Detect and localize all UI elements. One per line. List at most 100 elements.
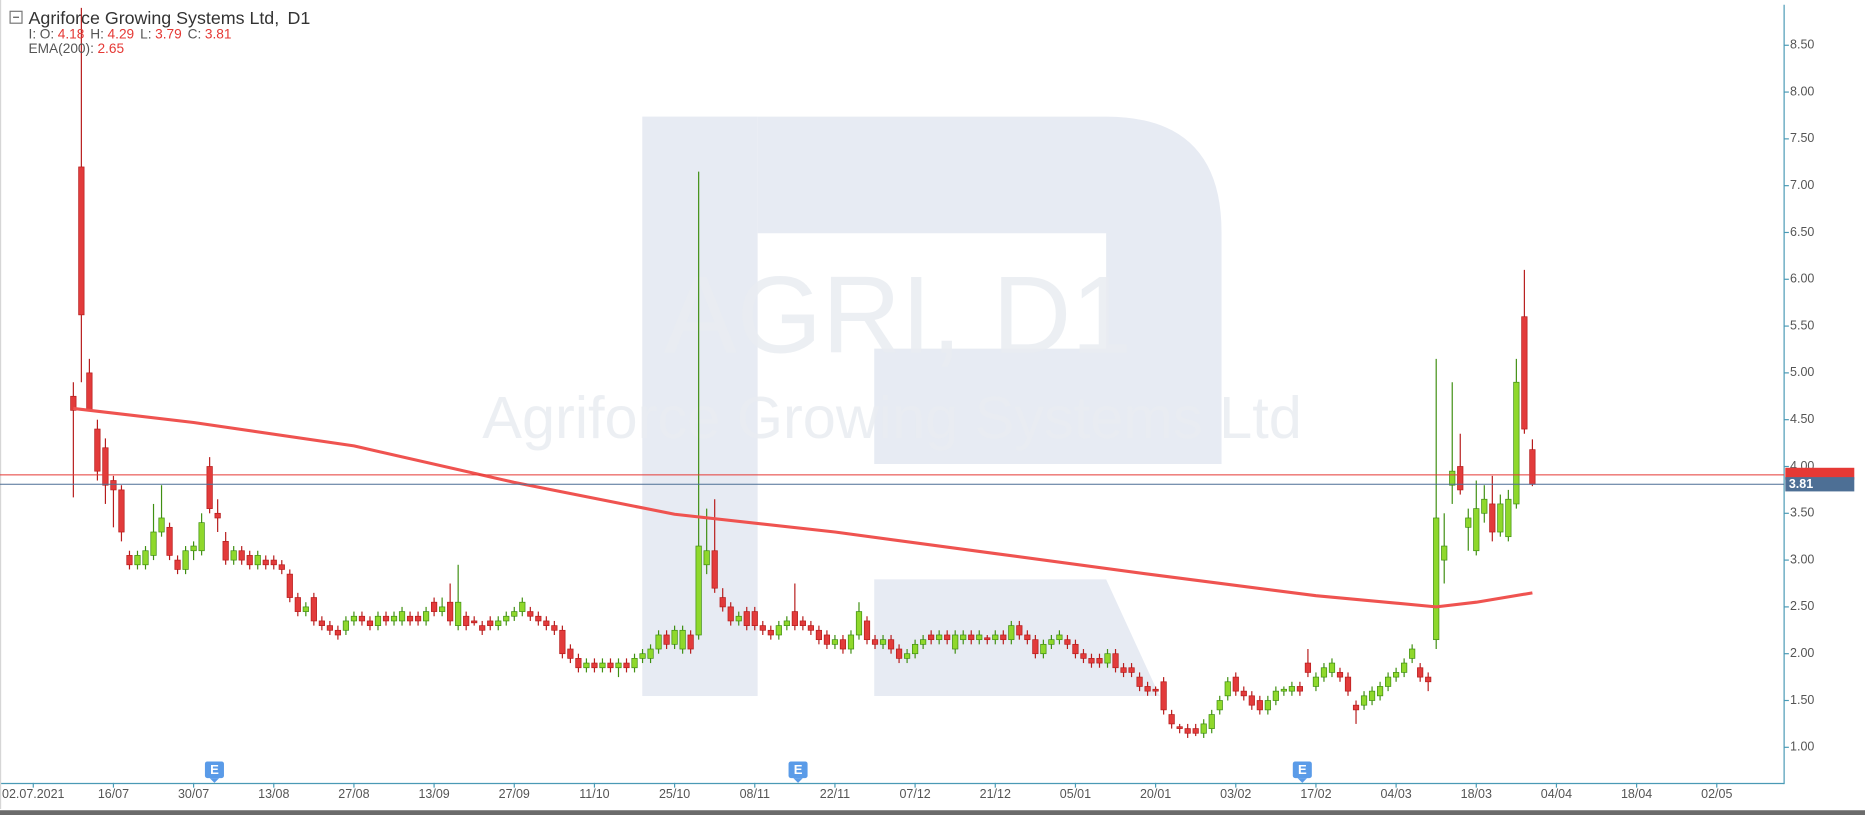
candle-body	[944, 634, 951, 641]
y-tick-label: 1.50	[1790, 693, 1814, 707]
ema-line	[73, 406, 1533, 609]
candle-body	[703, 550, 710, 566]
x-tick-label: 18/03	[1461, 787, 1492, 801]
candle-body	[823, 634, 831, 645]
candle-body	[567, 648, 574, 659]
candle-body	[655, 634, 662, 650]
ask-marker	[1785, 467, 1855, 480]
candle-body	[519, 601, 526, 612]
candle-body	[1288, 686, 1295, 692]
candle-body	[1417, 667, 1424, 678]
candle-body	[1104, 653, 1111, 664]
watermark-symbol: AGRI, D1	[664, 255, 1132, 377]
candle-body	[1481, 498, 1488, 514]
candle-body	[727, 606, 734, 622]
candle-body	[198, 522, 205, 552]
candle-body	[326, 625, 333, 631]
candle-body	[879, 639, 887, 645]
candle-body	[831, 639, 839, 645]
x-tick-label: 02/05	[1701, 787, 1732, 801]
candle-body	[350, 615, 358, 622]
ohlc-value: 3.79	[155, 26, 182, 41]
y-tick-label: 4.50	[1790, 412, 1814, 426]
candle-body	[1016, 625, 1023, 636]
y-tick-label: 1.00	[1790, 740, 1814, 754]
candle-body	[815, 629, 822, 641]
candle-body	[887, 639, 895, 650]
candle-body	[110, 480, 117, 491]
candle-body	[134, 555, 141, 566]
candle-body	[70, 395, 77, 411]
candle-body	[1521, 316, 1528, 430]
candle-body	[1449, 470, 1456, 486]
logo-bowl	[757, 116, 1222, 465]
candle-body	[783, 620, 790, 626]
candle-body	[583, 662, 590, 669]
candle-body	[262, 559, 269, 566]
candle-body	[863, 620, 871, 641]
candle-body	[1336, 672, 1344, 678]
ohlc-label: O:	[40, 26, 54, 41]
price-marker	[1785, 477, 1855, 492]
candle-body	[719, 597, 726, 608]
event-pointer	[209, 778, 220, 783]
candle-body	[174, 559, 181, 570]
bottom-bar	[0, 810, 1865, 815]
plot-area	[70, 7, 1536, 738]
candle-body	[895, 648, 903, 659]
candle-body	[310, 597, 317, 622]
candle-body	[182, 550, 189, 570]
candle-body	[575, 658, 582, 669]
candle-body	[158, 517, 165, 533]
candle-body	[1112, 653, 1119, 669]
candle-body	[503, 615, 510, 622]
candle-body	[342, 620, 350, 631]
candle-body	[551, 625, 558, 631]
candle-body	[1192, 728, 1199, 734]
x-tick-label: 13/09	[418, 787, 449, 801]
x-tick-label: 27/09	[499, 787, 530, 801]
candle-body	[1008, 625, 1015, 641]
y-tick-label: 7.00	[1790, 178, 1814, 192]
candle-body	[414, 615, 422, 622]
watermark-logo	[642, 116, 1222, 697]
y-tick-label: 2.50	[1790, 599, 1814, 613]
candle-body	[1096, 658, 1103, 664]
candle-body	[86, 372, 93, 411]
event-label: E	[210, 762, 219, 777]
candle-body	[912, 643, 919, 655]
watermark-name: Agriforce Growing Systems Ltd	[482, 384, 1302, 451]
x-tick-label: 20/01	[1140, 787, 1171, 801]
x-tick-label: 22/11	[820, 787, 850, 801]
x-tick-label: 08/11	[740, 787, 770, 801]
header: Agriforce Growing Systems Ltd, D1 I: O: 4.1…	[9, 8, 310, 55]
candle-body	[775, 625, 782, 636]
candle-body	[230, 550, 237, 561]
candle-body	[1312, 676, 1320, 687]
candle-body	[591, 662, 598, 669]
candle-body	[318, 620, 325, 626]
candle-body	[1024, 634, 1031, 641]
candle-body	[1048, 639, 1055, 645]
candle-body	[623, 662, 630, 669]
x-tick-label: 04/04	[1541, 787, 1572, 801]
candle-body	[767, 629, 774, 636]
candle-body	[1144, 686, 1151, 692]
candle-body	[960, 634, 967, 641]
candle-body	[286, 573, 293, 598]
candle-body	[952, 634, 959, 650]
candle-body	[1320, 667, 1328, 678]
candle-body	[1128, 667, 1135, 673]
ohlc-label: L:	[140, 26, 151, 41]
candle-body	[992, 634, 999, 641]
candle-body	[382, 615, 390, 622]
candle-body	[871, 639, 879, 645]
candle-body	[1136, 676, 1143, 687]
candle-body	[1272, 690, 1279, 701]
candle-body	[270, 559, 277, 566]
y-tick-label: 6.00	[1790, 272, 1814, 286]
candle-body	[150, 531, 157, 556]
candle-body	[1160, 681, 1167, 711]
x-tick-label: 30/07	[178, 787, 209, 801]
